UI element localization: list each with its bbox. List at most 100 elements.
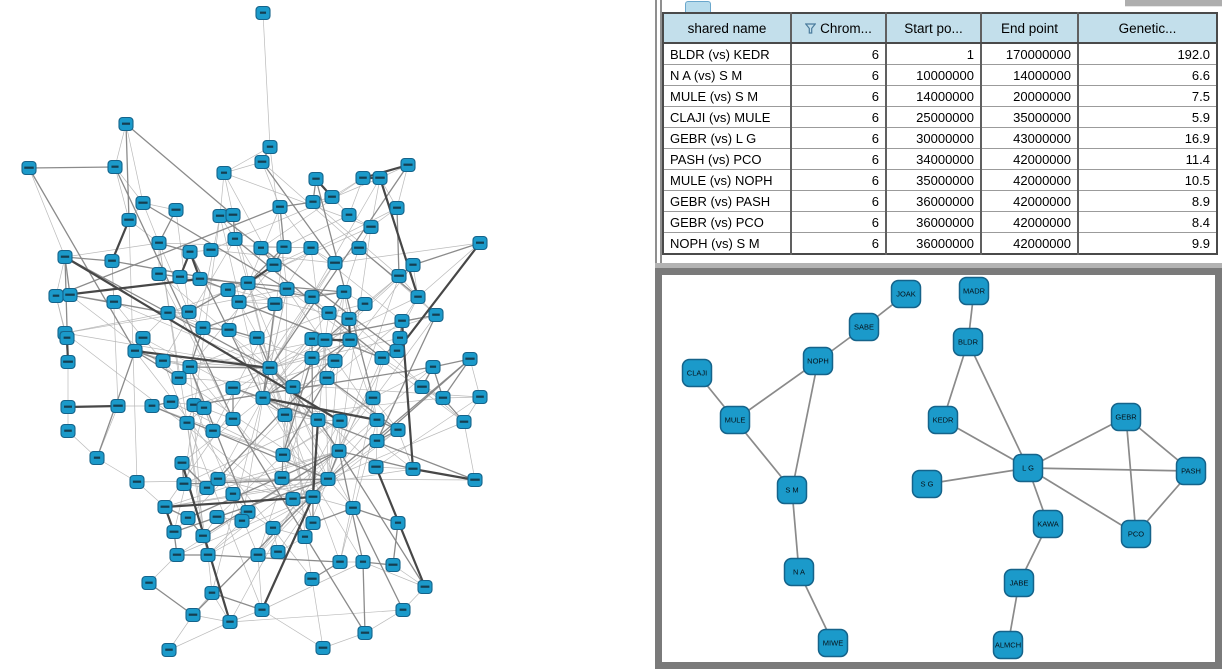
network-node[interactable]	[304, 331, 320, 347]
node-jabe[interactable]: JABE	[1003, 568, 1035, 598]
table-cell[interactable]: 6	[790, 106, 886, 128]
network-node[interactable]	[60, 354, 76, 370]
network-node[interactable]	[255, 390, 271, 406]
node-joak[interactable]: JOAK	[890, 279, 922, 309]
network-node[interactable]	[265, 520, 281, 536]
table-cell[interactable]: 6	[790, 127, 886, 149]
network-node[interactable]	[180, 510, 196, 526]
network-node[interactable]	[222, 614, 238, 630]
network-node[interactable]	[225, 486, 241, 502]
network-node[interactable]	[250, 547, 266, 563]
network-node[interactable]	[336, 284, 352, 300]
network-node[interactable]	[59, 330, 75, 346]
network-node[interactable]	[110, 398, 126, 414]
node-shape[interactable]	[817, 628, 849, 658]
network-node[interactable]	[304, 350, 320, 366]
network-node[interactable]	[249, 330, 265, 346]
network-node[interactable]	[161, 642, 177, 658]
network-node[interactable]	[324, 189, 340, 205]
network-node[interactable]	[135, 195, 151, 211]
network-node[interactable]	[390, 515, 406, 531]
table-cell[interactable]: 6.6	[1077, 64, 1217, 86]
table-cell[interactable]: 42000000	[980, 190, 1078, 212]
network-node[interactable]	[297, 529, 313, 545]
network-edge-LG-PASH[interactable]	[1027, 467, 1192, 472]
network-node[interactable]	[203, 242, 219, 258]
network-node[interactable]	[400, 157, 416, 173]
network-node[interactable]	[192, 271, 208, 287]
table-cell[interactable]: 6	[790, 42, 886, 65]
node-gebr[interactable]: GEBR	[1110, 402, 1142, 432]
table-cell[interactable]: 1	[885, 42, 981, 65]
network-node[interactable]	[389, 200, 405, 216]
node-s-g[interactable]: S G	[911, 469, 943, 499]
node-pash[interactable]: PASH	[1175, 456, 1207, 486]
network-node[interactable]	[104, 253, 120, 269]
table-cell[interactable]: 36000000	[885, 190, 981, 212]
node-shape[interactable]	[1175, 456, 1207, 486]
network-node[interactable]	[151, 235, 167, 251]
table-cell[interactable]: CLAJI (vs) MULE	[663, 106, 791, 128]
network-node[interactable]	[200, 547, 216, 563]
network-node[interactable]	[205, 423, 221, 439]
column-header-genetic[interactable]: Genetic...	[1077, 13, 1217, 44]
network-node[interactable]	[262, 139, 278, 155]
table-cell[interactable]: 30000000	[885, 127, 981, 149]
table-cell[interactable]: N A (vs) S M	[663, 64, 791, 86]
filter-icon[interactable]	[804, 22, 817, 34]
table-cell[interactable]: 6	[790, 64, 886, 86]
network-node[interactable]	[342, 332, 358, 348]
network-node[interactable]	[305, 489, 321, 505]
node-miwe[interactable]: MIWE	[817, 628, 849, 658]
network-node[interactable]	[171, 370, 187, 386]
table-cell[interactable]: 6	[790, 169, 886, 191]
network-node[interactable]	[327, 353, 343, 369]
network-node[interactable]	[266, 257, 282, 273]
node-almch[interactable]: ALMCH	[992, 630, 1024, 660]
network-node[interactable]	[332, 554, 348, 570]
network-node[interactable]	[472, 235, 488, 251]
network-node[interactable]	[390, 422, 406, 438]
network-node[interactable]	[60, 423, 76, 439]
network-node[interactable]	[394, 313, 410, 329]
table-cell[interactable]: 14000000	[885, 85, 981, 107]
network-node[interactable]	[272, 199, 288, 215]
column-header-start-po[interactable]: Start po...	[885, 13, 981, 44]
network-node[interactable]	[341, 207, 357, 223]
table-cell[interactable]: 20000000	[980, 85, 1078, 107]
network-node[interactable]	[389, 343, 405, 359]
node-shape[interactable]	[1032, 509, 1064, 539]
network-node[interactable]	[410, 289, 426, 305]
table-cell[interactable]: 5.9	[1077, 106, 1217, 128]
table-cell[interactable]: NOPH (vs) S M	[663, 232, 791, 254]
network-node[interactable]	[462, 351, 478, 367]
node-shape[interactable]	[911, 469, 943, 499]
node-shape[interactable]	[802, 346, 834, 376]
network-node[interactable]	[141, 575, 157, 591]
network-node[interactable]	[166, 524, 182, 540]
node-shape[interactable]	[1003, 568, 1035, 598]
network-node[interactable]	[327, 255, 343, 271]
table-cell[interactable]: 6	[790, 232, 886, 254]
network-node[interactable]	[160, 305, 176, 321]
network-node[interactable]	[355, 554, 371, 570]
network-node[interactable]	[417, 579, 433, 595]
node-shape[interactable]	[992, 630, 1024, 660]
network-node[interactable]	[369, 433, 385, 449]
large-network-canvas[interactable]	[0, 0, 655, 669]
table-cell[interactable]: 14000000	[980, 64, 1078, 86]
network-node[interactable]	[253, 240, 269, 256]
network-node[interactable]	[285, 491, 301, 507]
node-shape[interactable]	[681, 358, 713, 388]
network-node[interactable]	[89, 450, 105, 466]
network-node[interactable]	[163, 394, 179, 410]
network-node[interactable]	[204, 585, 220, 601]
table-cell[interactable]: GEBR (vs) PASH	[663, 190, 791, 212]
network-node[interactable]	[320, 471, 336, 487]
column-header-end-point[interactable]: End point	[980, 13, 1078, 44]
network-node[interactable]	[21, 160, 37, 176]
table-cell[interactable]: 42000000	[980, 148, 1078, 170]
network-node[interactable]	[225, 207, 241, 223]
network-node[interactable]	[255, 5, 271, 21]
network-node[interactable]	[157, 499, 173, 515]
